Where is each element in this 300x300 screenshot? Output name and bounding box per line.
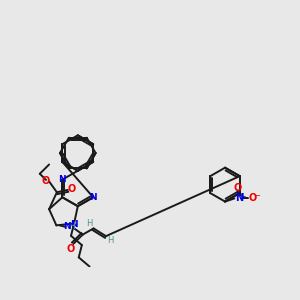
Text: O: O: [233, 183, 242, 193]
Text: N: N: [235, 194, 243, 203]
Text: H: H: [107, 236, 113, 245]
Text: N: N: [63, 222, 71, 231]
Text: −: −: [253, 191, 260, 200]
Text: O: O: [68, 184, 76, 194]
Text: +: +: [240, 192, 246, 201]
Text: H: H: [68, 222, 74, 231]
Text: O: O: [249, 194, 257, 203]
Text: N: N: [70, 220, 78, 229]
Text: O: O: [41, 176, 50, 186]
Text: N: N: [89, 193, 97, 202]
Text: H: H: [86, 218, 93, 227]
Text: O: O: [67, 244, 75, 254]
Text: N: N: [58, 175, 66, 184]
